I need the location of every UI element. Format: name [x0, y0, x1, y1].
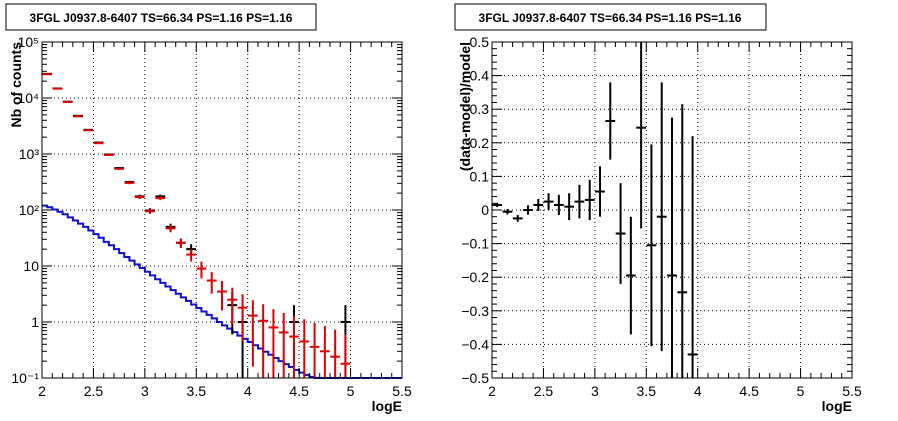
residuals-y-tick-label: 0.3	[470, 101, 490, 117]
counts-y-tick-label: 10²	[19, 202, 40, 218]
counts-axes: 2 2.5 3 3.5 4 4.5 5 5.5 10⁻¹ 1 10 10² 10³ 10⁴ 10⁵	[11, 34, 412, 399]
residuals-x-tick-label: 2	[488, 383, 496, 399]
counts-x-tick-label: 4	[244, 383, 252, 399]
counts-x-tick-label: 5.5	[392, 383, 412, 399]
residuals-axes: 2 2.5 3 3.5 4 4.5 5 5.5 −0.5 −0.4 −0.3 −0.2 −0.1 0 0.1…	[461, 34, 862, 399]
counts-data-point-2	[206, 272, 217, 294]
residuals-title-box	[454, 3, 767, 31]
counts-model-step-line	[42, 204, 402, 379]
residuals-data-point-0	[543, 193, 554, 210]
residuals-y-tick-label: −0.4	[461, 336, 489, 352]
counts-x-tick-label: 5	[347, 383, 355, 399]
counts-y-tick-label: 10⁻¹	[11, 370, 39, 386]
counts-data-point-2	[93, 142, 104, 145]
counts-data-point-2	[73, 115, 83, 118]
residuals-x-tick-label: 5	[797, 383, 805, 399]
residuals-y-tick-label: 0.4	[470, 68, 490, 84]
residuals-data-point-0	[677, 104, 688, 378]
residuals-title: 3FGL J0937.8-6407 TS=66.34 PS=1.16 PS=1.…	[479, 11, 742, 25]
residuals-y-tick-label: −0.5	[461, 370, 489, 386]
counts-data-point-2	[155, 196, 166, 201]
residuals-data-point-0	[564, 193, 575, 221]
counts-data-point-2	[247, 300, 258, 367]
counts-data-point-2	[299, 319, 310, 378]
counts-grid	[42, 42, 402, 378]
counts-x-tick-label: 3.5	[187, 383, 207, 399]
counts-data-point-2	[268, 309, 279, 378]
residuals-x-tick-label: 4.5	[739, 383, 759, 399]
residuals-data-point-0	[574, 184, 585, 219]
residuals-x-axis-label: logE	[822, 398, 852, 414]
residuals-data-point-0	[656, 82, 667, 352]
counts-data-point-2	[309, 322, 320, 378]
counts-data-point-2	[186, 249, 197, 262]
counts-data-point-2	[319, 325, 330, 378]
residuals-data-point-0	[533, 198, 544, 212]
residuals-data-point-0	[625, 216, 636, 335]
residuals-data-point-0	[605, 82, 616, 160]
counts-data-point-2	[217, 280, 227, 311]
residuals-data-point-0	[687, 136, 698, 378]
residuals-data-point-0	[636, 42, 647, 229]
counts-panel: 3FGL J0937.8-6407 TS=66.34 PS=1.16 PS=1.…	[5, 3, 412, 414]
residuals-data-point-0	[512, 215, 523, 222]
residuals-y-tick-label: −0.1	[461, 236, 489, 252]
counts-x-tick-label: 2	[38, 383, 46, 399]
residuals-data-point-0	[523, 205, 533, 215]
residuals-x-tick-label: 5.5	[842, 383, 862, 399]
counts-data-point-2	[134, 195, 145, 200]
residuals-data-point-0	[553, 194, 564, 216]
counts-y-tick-label: 10³	[19, 146, 40, 162]
counts-x-tick-label: 2.5	[84, 383, 104, 399]
residuals-x-tick-label: 3.5	[637, 383, 657, 399]
counts-y-tick-label: 10⁵	[18, 34, 39, 50]
counts-series	[42, 72, 402, 379]
counts-title-box	[5, 3, 317, 31]
residuals-x-tick-label: 4	[694, 383, 702, 399]
counts-x-tick-label: 3	[141, 383, 149, 399]
counts-data-point-2	[289, 315, 299, 378]
counts-data-point-2	[145, 208, 155, 214]
counts-data-point-2	[114, 167, 125, 170]
residuals-y-tick-label: 0	[481, 202, 489, 218]
counts-x-tick-label: 4.5	[289, 383, 309, 399]
residuals-y-tick-label: −0.2	[461, 269, 489, 285]
counts-y-tick-label: 1	[31, 314, 39, 330]
residuals-series	[492, 42, 698, 378]
counts-data-point-2	[62, 100, 73, 103]
residuals-x-tick-label: 2.5	[534, 383, 554, 399]
counts-data-point-2	[330, 329, 341, 378]
counts-data-point-2	[258, 304, 269, 378]
counts-data-point-2	[340, 334, 351, 378]
counts-data-point-2	[227, 287, 238, 325]
residuals-data-point-0	[502, 208, 513, 215]
residuals-data-point-0	[667, 117, 677, 378]
residuals-panel: 3FGL J0937.8-6407 TS=66.34 PS=1.16 PS=1.…	[454, 3, 862, 414]
residuals-x-tick-label: 3	[591, 383, 599, 399]
counts-y-axis-label: Nb of counts	[8, 42, 24, 128]
residuals-data-point-0	[646, 144, 657, 347]
counts-data-point-2	[103, 153, 114, 156]
counts-data-point-2	[175, 238, 186, 248]
counts-y-tick-label: 10⁴	[17, 90, 39, 106]
counts-data-point-2	[83, 129, 94, 132]
residuals-data-point-0	[595, 166, 605, 217]
residuals-data-point-0	[584, 179, 595, 221]
counts-x-axis-label: logE	[372, 398, 402, 414]
counts-data-point-2	[196, 261, 207, 279]
residuals-y-tick-label: 0.2	[470, 135, 490, 151]
residuals-data-point-0	[615, 183, 626, 284]
counts-data-point-2	[124, 181, 135, 185]
residuals-y-axis-label: (data-model)/model	[457, 42, 473, 171]
residuals-y-tick-label: 0.1	[470, 168, 490, 184]
counts-y-tick-label: 10	[23, 258, 39, 274]
counts-data-point-2	[165, 224, 176, 233]
residuals-y-tick-label: −0.3	[461, 303, 489, 319]
counts-data-point-2	[278, 312, 289, 378]
residuals-y-tick-label: 0.5	[470, 34, 490, 50]
counts-data-point-2	[237, 294, 248, 341]
counts-title: 3FGL J0937.8-6407 TS=66.34 PS=1.16 PS=1.…	[30, 11, 293, 25]
residuals-data-point-0	[492, 202, 503, 207]
